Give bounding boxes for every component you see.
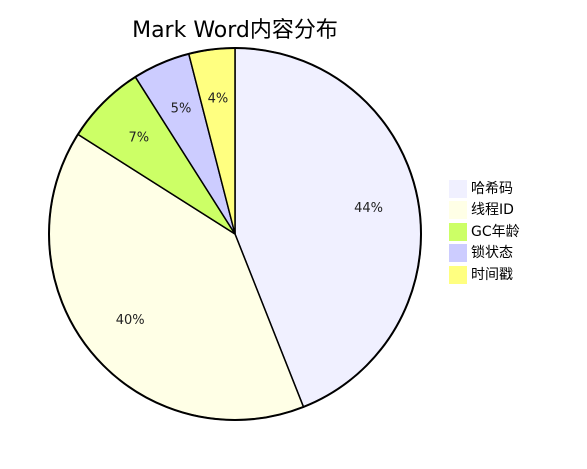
- pie-outline: [48, 47, 422, 421]
- legend-label: GC年龄: [471, 223, 520, 240]
- legend-item-gc-age: GC年龄: [449, 221, 520, 243]
- chart-title: Mark Word内容分布: [132, 18, 338, 43]
- slice-label-gc-age: 7%: [129, 130, 150, 145]
- legend-label: 锁状态: [471, 245, 513, 262]
- legend-swatch: [449, 265, 467, 284]
- legend-item-timestamp: 时间戳: [449, 264, 520, 286]
- legend-item-hash: 哈希码: [449, 178, 520, 200]
- slice-label-hash: 44%: [354, 201, 383, 216]
- legend-label: 时间戳: [471, 266, 513, 283]
- legend-swatch: [449, 179, 467, 198]
- legend-swatch: [449, 201, 467, 220]
- legend-swatch: [449, 244, 467, 263]
- slice-label-timestamp: 4%: [208, 92, 229, 107]
- slice-label-lock-state: 5%: [171, 102, 192, 117]
- legend-item-lock-state: 锁状态: [449, 243, 520, 265]
- pie-slice-labels: 44% 40% 7% 5% 4%: [116, 92, 383, 329]
- legend-label: 线程ID: [471, 202, 514, 219]
- legend-label: 哈希码: [471, 180, 513, 197]
- pie-slices: [48, 47, 422, 421]
- legend-item-thread-id: 线程ID: [449, 200, 520, 222]
- legend: 哈希码 线程ID GC年龄 锁状态 时间戳: [449, 178, 520, 286]
- slice-label-thread-id: 40%: [116, 313, 145, 328]
- legend-swatch: [449, 222, 467, 241]
